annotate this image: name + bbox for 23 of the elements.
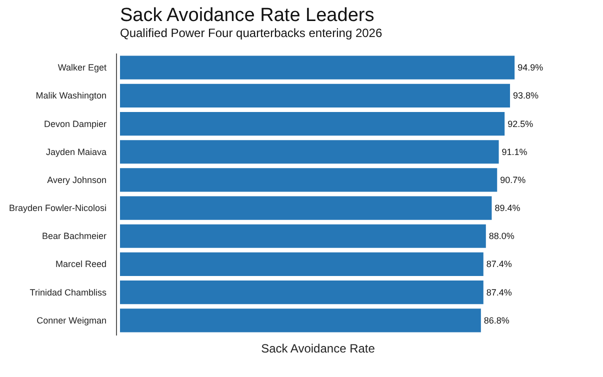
y-tick-label: Malik Washington (36, 90, 106, 101)
y-tick-label: Marcel Reed (55, 259, 106, 270)
data-label: 87.4% (486, 259, 512, 270)
y-tick-label: Walker Eget (58, 62, 107, 73)
x-axis-title: Sack Avoidance Rate (261, 342, 376, 356)
data-label: 88.0% (488, 231, 514, 242)
y-tick-label: Avery Johnson (47, 174, 106, 185)
chart-title: Sack Avoidance Rate Leaders (120, 5, 374, 26)
data-label: 90.7% (500, 174, 526, 185)
chart-subtitle: Qualified Power Four quarterbacks entering 2026 (120, 26, 382, 40)
y-tick-label: Conner Weigman (36, 315, 106, 326)
y-tick-label: Jayden Maiava (46, 146, 106, 157)
y-tick-label: Bear Bachmeier (42, 231, 106, 242)
data-label: 93.8% (513, 90, 539, 101)
data-label: 91.1% (502, 146, 528, 157)
data-label: 89.4% (494, 203, 520, 214)
y-tick-label: Trinidad Chambliss (30, 287, 107, 298)
data-label: 87.4% (486, 287, 512, 298)
data-label: 94.9% (518, 62, 544, 73)
data-label: 92.5% (508, 118, 534, 129)
data-label: 86.8% (484, 315, 510, 326)
y-tick-label: Devon Dampier (44, 118, 106, 129)
y-tick-label: Brayden Fowler-Nicolosi (8, 203, 106, 214)
